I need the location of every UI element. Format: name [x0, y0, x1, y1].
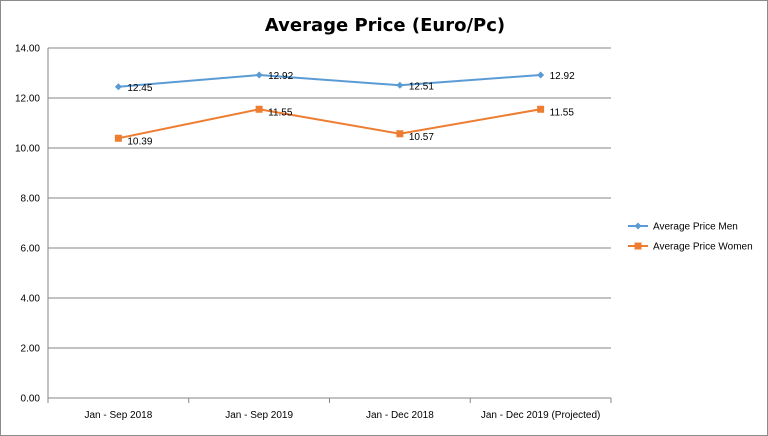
- y-tick-label: 14.00: [15, 44, 40, 55]
- square-marker: [114, 134, 122, 142]
- diamond-marker: [114, 83, 122, 91]
- y-tick-label: 12.00: [15, 94, 40, 105]
- data-label: 10.57: [409, 132, 434, 143]
- data-label: 12.45: [127, 83, 152, 94]
- data-label: 11.55: [550, 107, 575, 118]
- legend-item-women: Average Price Women: [628, 242, 753, 253]
- data-label: 10.39: [127, 136, 152, 147]
- y-tick-label: 6.00: [21, 244, 41, 255]
- y-tick-label: 2.00: [21, 344, 41, 355]
- legend: Average Price Men Average Price Women: [628, 222, 753, 253]
- square-marker: [255, 105, 263, 113]
- legend-item-men: Average Price Men: [628, 222, 738, 233]
- legend-label: Average Price Women: [653, 242, 753, 253]
- data-label: 12.92: [268, 71, 293, 82]
- diamond-marker: [634, 222, 642, 230]
- x-axis-tick-labels: Jan - Sep 2018 Jan - Sep 2019 Jan - Dec 20…: [84, 410, 600, 421]
- data-label: 12.51: [409, 81, 434, 92]
- y-tick-label: 0.00: [21, 394, 41, 405]
- x-tick-label: Jan - Sep 2019: [225, 410, 293, 421]
- data-labels: 12.45 12.92 12.51 12.92 10.39 11.55 10.57 11.55: [127, 71, 575, 147]
- diamond-marker: [537, 71, 545, 79]
- gridlines: [48, 47, 611, 349]
- x-tick-label: Jan - Dec 2019 (Projected): [481, 410, 601, 421]
- data-label: 12.92: [550, 71, 575, 82]
- series-line-men: [118, 73, 541, 88]
- diamond-marker: [396, 81, 404, 89]
- series-lines: [118, 73, 541, 140]
- data-label: 11.55: [268, 107, 293, 118]
- series-markers: [114, 71, 545, 142]
- x-tick-label: Jan - Dec 2018: [366, 410, 434, 421]
- square-marker: [396, 130, 404, 138]
- square-marker: [537, 105, 545, 113]
- x-tick-label: Jan - Sep 2018: [84, 410, 152, 421]
- y-tick-label: 10.00: [15, 144, 40, 155]
- chart-title: Average Price (Euro/Pc): [265, 15, 505, 36]
- diamond-marker: [255, 71, 263, 79]
- y-tick-label: 4.00: [21, 294, 41, 305]
- series-line-women: [118, 108, 541, 140]
- y-axis-tick-labels: 0.00 2.00 4.00 6.00 8.00 10.00 12.00 14.00: [15, 44, 40, 405]
- y-tick-label: 8.00: [21, 194, 41, 205]
- legend-label: Average Price Men: [653, 222, 738, 233]
- axes: [47, 48, 612, 403]
- square-marker: [634, 242, 642, 250]
